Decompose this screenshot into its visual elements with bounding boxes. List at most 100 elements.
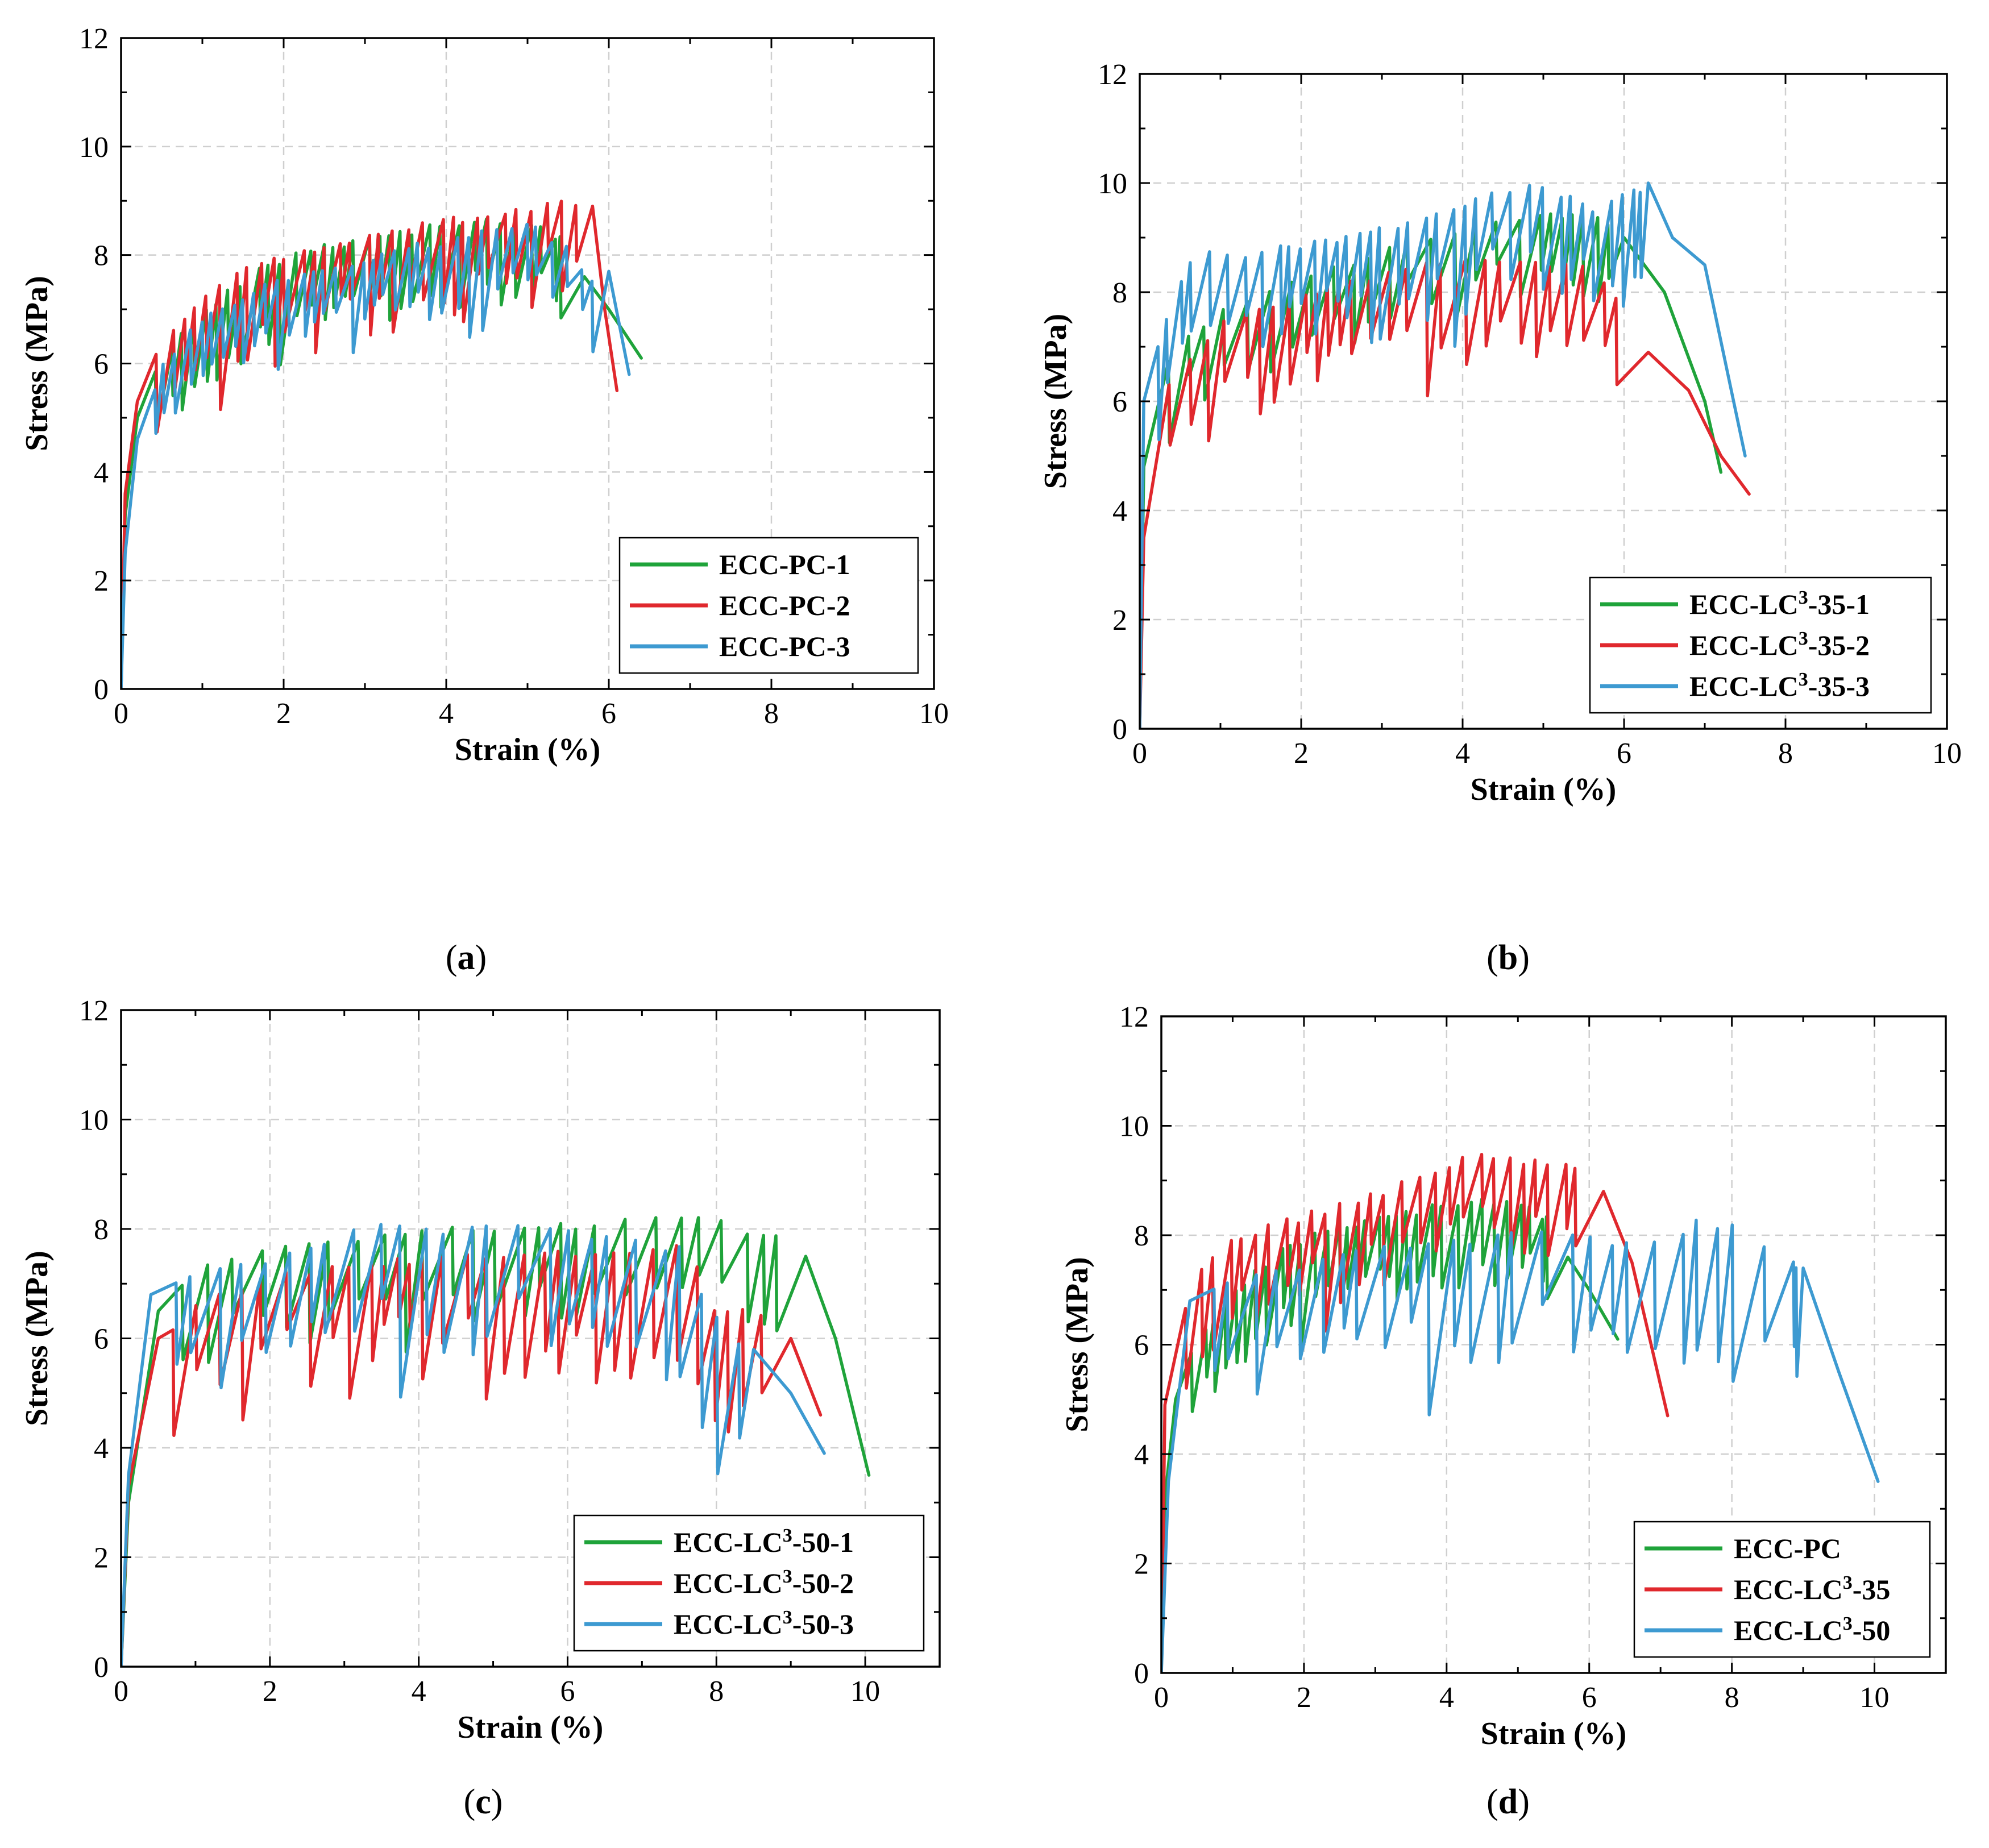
y-tick-label: 2	[94, 1542, 109, 1575]
x-axis-title: Strain (%)	[1481, 1716, 1627, 1751]
x-axis-title: Strain (%)	[458, 1710, 604, 1745]
y-tick-label: 0	[1112, 713, 1127, 746]
chart-panel-b: 0 2 4 6 8 10 0 2 4 6 8 10 12 Strain (%) Stress (MPa) EC…	[1038, 59, 1962, 977]
y-tick-label: 10	[79, 131, 109, 164]
panel-caption: (d)	[1486, 1783, 1530, 1821]
y-tick-label: 2	[94, 565, 109, 597]
legend-label-2: ECC-PC-2	[719, 589, 850, 621]
x-tick-label: 6	[601, 697, 616, 730]
x-tick-label: 2	[276, 697, 291, 730]
y-tick-label: 10	[1098, 168, 1127, 200]
y-tick-label: 12	[79, 995, 109, 1027]
series-line-2	[1161, 1153, 1670, 1673]
y-tick-label: 4	[94, 1432, 109, 1465]
y-tick-label: 6	[1134, 1330, 1149, 1362]
x-tick-label: 10	[1932, 737, 1962, 770]
y-axis-title: Stress (MPa)	[1038, 314, 1073, 489]
y-tick-label: 6	[94, 1323, 109, 1356]
superscript-3: 3	[783, 1525, 792, 1546]
x-tick-label: 0	[1132, 737, 1147, 770]
legend-label-2: ECC-LC3-35-2	[1689, 628, 1870, 662]
legend-label-1: ECC-LC3-35-1	[1689, 587, 1870, 621]
series-line-1	[121, 1216, 871, 1667]
series-group	[1140, 181, 1751, 729]
x-tick-label: 2	[1294, 737, 1309, 770]
series-group	[121, 200, 643, 689]
superscript-3: 3	[1799, 669, 1808, 690]
y-axis-title: Stress (MPa)	[19, 1251, 55, 1426]
x-tick-label: 8	[764, 697, 779, 730]
legend-label-3: ECC-LC3-50	[1734, 1613, 1890, 1647]
series-line-3	[121, 222, 631, 689]
y-tick-label: 2	[1112, 604, 1127, 637]
chart-panel-d: 0 2 4 6 8 10 0 2 4 6 8 10 12 Strain (%) Stress (MPa) EC…	[1060, 1001, 1947, 1821]
x-tick-label: 4	[412, 1675, 426, 1708]
series-group	[121, 1216, 871, 1667]
caption-letter: b	[1498, 938, 1518, 977]
y-tick-label: 8	[1134, 1220, 1149, 1252]
legend-label-1: ECC-PC-1	[719, 549, 850, 580]
panel-caption: (b)	[1486, 938, 1530, 977]
legend-label-2: ECC-LC3-50-2	[674, 1566, 854, 1600]
legend-label-3: ECC-LC3-50-3	[674, 1607, 854, 1641]
superscript-3: 3	[1799, 587, 1808, 608]
x-tick-label: 4	[1455, 737, 1470, 770]
legend-label-2: ECC-LC3-35	[1734, 1572, 1890, 1606]
legend-label-3: ECC-LC3-35-3	[1689, 669, 1870, 703]
y-tick-label: 2	[1134, 1548, 1149, 1581]
chart-panel-a: 0 2 4 6 8 10 0 2 4 6 8 10 12 Strain (%) Stress (MPa) EC…	[19, 23, 949, 977]
x-tick-label: 10	[1860, 1681, 1890, 1714]
x-tick-label: 10	[850, 1675, 880, 1708]
x-tick-label: 6	[1582, 1681, 1597, 1714]
x-tick-label: 0	[114, 1675, 128, 1708]
series-line-2	[121, 200, 619, 689]
superscript-3: 3	[783, 1607, 792, 1628]
y-tick-label: 10	[1119, 1111, 1149, 1143]
x-tick-label: 8	[1725, 1681, 1739, 1714]
series-line-3	[1161, 1218, 1880, 1673]
y-tick-label: 10	[79, 1104, 109, 1137]
series-line-3	[121, 1223, 826, 1667]
panel-caption: (c)	[464, 1783, 503, 1821]
y-tick-label: 0	[94, 674, 109, 706]
x-tick-label: 6	[560, 1675, 575, 1708]
y-tick-label: 0	[1134, 1658, 1149, 1690]
y-tick-label: 12	[1119, 1001, 1149, 1033]
x-tick-label: 2	[1297, 1681, 1311, 1714]
x-tick-label: 0	[114, 697, 128, 730]
y-tick-label: 4	[94, 456, 109, 489]
series-line-1	[1161, 1197, 1620, 1673]
y-tick-label: 6	[94, 348, 109, 381]
legend-label-1: ECC-LC3-50-1	[674, 1525, 854, 1559]
x-tick-label: 0	[1154, 1681, 1169, 1714]
y-tick-label: 4	[1134, 1439, 1149, 1471]
chart-panel-c: 0 2 4 6 8 10 0 2 4 6 8 10 12 Strain (%) Stress (MPa) EC…	[19, 995, 941, 1821]
superscript-3: 3	[783, 1566, 792, 1587]
superscript-3: 3	[1843, 1572, 1853, 1593]
x-tick-label: 10	[919, 697, 949, 730]
y-tick-label: 6	[1112, 386, 1127, 418]
caption-letter: d	[1498, 1783, 1518, 1821]
x-tick-label: 8	[709, 1675, 724, 1708]
series-line-3	[1140, 181, 1747, 729]
y-tick-label: 0	[94, 1651, 109, 1684]
caption-letter: a	[458, 938, 475, 977]
superscript-3: 3	[1799, 628, 1808, 649]
x-tick-label: 8	[1778, 737, 1793, 770]
x-tick-label: 4	[1439, 1681, 1454, 1714]
superscript-3: 3	[1843, 1613, 1853, 1634]
y-tick-label: 8	[94, 1214, 109, 1246]
y-tick-label: 12	[79, 23, 109, 55]
x-tick-label: 4	[439, 697, 454, 730]
series-group	[1161, 1153, 1880, 1673]
x-tick-label: 6	[1617, 737, 1631, 770]
y-tick-label: 8	[94, 240, 109, 272]
caption-letter: c	[475, 1783, 491, 1821]
x-axis-title: Strain (%)	[455, 732, 601, 767]
y-axis-title: Stress (MPa)	[19, 276, 55, 451]
x-tick-label: 2	[263, 1675, 277, 1708]
y-tick-label: 4	[1112, 495, 1127, 528]
series-line-2	[1140, 257, 1751, 729]
legend-label-3: ECC-PC-3	[719, 630, 850, 662]
